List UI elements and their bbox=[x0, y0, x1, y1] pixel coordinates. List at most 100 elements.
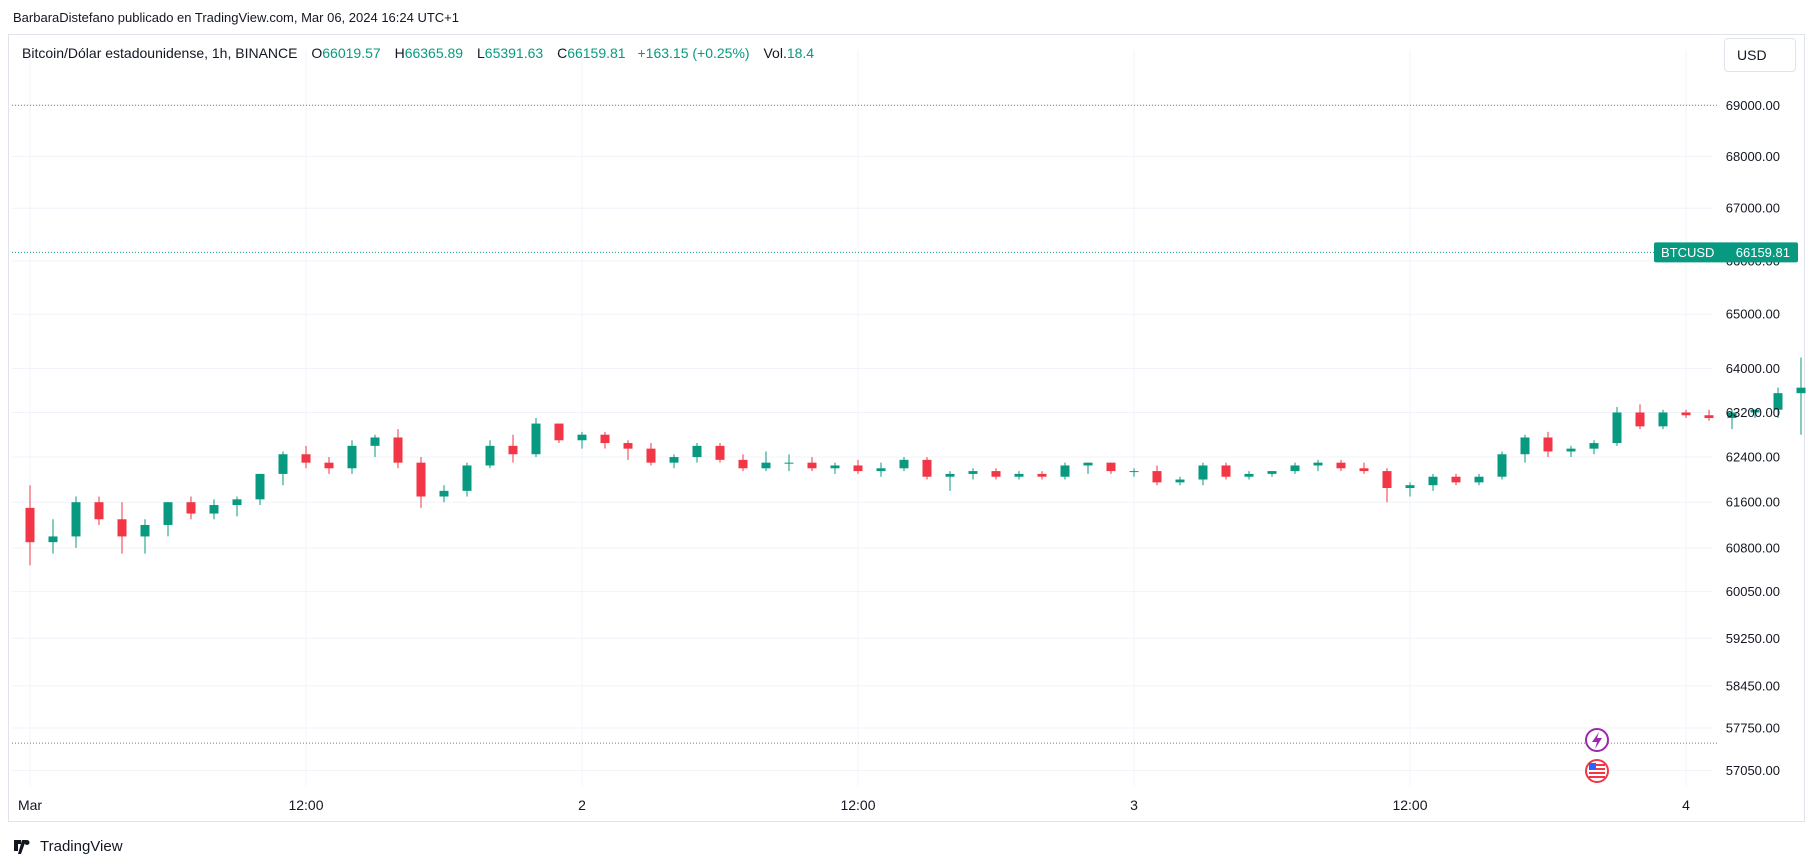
candle[interactable] bbox=[94, 496, 104, 525]
candle[interactable] bbox=[1543, 431, 1553, 458]
candle-body bbox=[1290, 465, 1300, 472]
candle[interactable] bbox=[899, 457, 909, 472]
candle[interactable] bbox=[278, 451, 288, 486]
candle[interactable] bbox=[531, 418, 541, 458]
candle[interactable] bbox=[876, 462, 886, 477]
candle[interactable] bbox=[48, 519, 58, 554]
footer-brand[interactable]: TradingView bbox=[12, 838, 123, 855]
candle[interactable] bbox=[853, 459, 863, 474]
candle[interactable] bbox=[439, 485, 449, 503]
candle[interactable] bbox=[623, 440, 633, 460]
candle[interactable] bbox=[1612, 406, 1622, 446]
candle[interactable] bbox=[1520, 434, 1530, 463]
candle[interactable] bbox=[347, 440, 357, 474]
candle-body bbox=[232, 499, 242, 506]
candle[interactable] bbox=[1198, 462, 1208, 486]
candle[interactable] bbox=[1175, 476, 1185, 486]
candle[interactable] bbox=[1313, 459, 1323, 472]
candle[interactable] bbox=[784, 454, 794, 472]
candle[interactable] bbox=[830, 462, 840, 474]
candle[interactable] bbox=[1336, 459, 1346, 472]
candle[interactable] bbox=[1060, 462, 1070, 480]
candle-body bbox=[255, 473, 265, 500]
candle[interactable] bbox=[1083, 462, 1093, 474]
price-tag-group: BTCUSD 66159.81 bbox=[1654, 242, 1798, 263]
candle[interactable] bbox=[324, 457, 334, 474]
candle[interactable] bbox=[1129, 468, 1139, 477]
candle[interactable] bbox=[1773, 387, 1783, 419]
candle-body bbox=[1336, 462, 1346, 469]
x-tick-label: Mar bbox=[18, 797, 42, 813]
candle-body bbox=[1681, 412, 1691, 416]
candle[interactable] bbox=[163, 502, 173, 537]
candle[interactable] bbox=[1244, 471, 1254, 480]
candle[interactable] bbox=[508, 434, 518, 463]
candle[interactable] bbox=[1428, 473, 1438, 491]
candle[interactable] bbox=[1796, 357, 1806, 435]
us-flag-event-icon[interactable] bbox=[1585, 759, 1609, 783]
candle[interactable] bbox=[1589, 440, 1599, 455]
legend-vol-label: Vol. bbox=[763, 45, 787, 61]
candle[interactable] bbox=[577, 431, 587, 449]
candle[interactable] bbox=[554, 423, 564, 444]
candle[interactable] bbox=[1635, 404, 1645, 430]
candle[interactable] bbox=[25, 485, 35, 566]
candle[interactable] bbox=[370, 434, 380, 458]
candle-body bbox=[1451, 476, 1461, 483]
candle[interactable] bbox=[301, 445, 311, 469]
candle-body bbox=[784, 462, 794, 464]
candle[interactable] bbox=[255, 473, 265, 506]
candle[interactable] bbox=[1405, 482, 1415, 497]
candle[interactable] bbox=[1750, 409, 1760, 419]
candle[interactable] bbox=[761, 451, 771, 472]
candle-body bbox=[416, 462, 426, 497]
event-icons bbox=[1585, 728, 1609, 783]
candle[interactable] bbox=[669, 454, 679, 469]
candle[interactable] bbox=[462, 462, 472, 497]
candle[interactable] bbox=[1152, 465, 1162, 486]
candle-body bbox=[715, 445, 725, 460]
candle[interactable] bbox=[738, 454, 748, 472]
price-tag[interactable] bbox=[1654, 242, 1798, 263]
candle[interactable] bbox=[186, 496, 196, 520]
candle[interactable] bbox=[1704, 409, 1714, 421]
candle[interactable] bbox=[1290, 462, 1300, 474]
candle[interactable] bbox=[991, 468, 1001, 480]
candle[interactable] bbox=[209, 499, 219, 520]
candle[interactable] bbox=[140, 519, 150, 554]
candle[interactable] bbox=[416, 457, 426, 508]
currency-button[interactable]: USD bbox=[1724, 38, 1796, 72]
candle[interactable] bbox=[1681, 409, 1691, 419]
lightning-event-icon[interactable] bbox=[1585, 728, 1609, 752]
candle[interactable] bbox=[1267, 471, 1277, 477]
candle[interactable] bbox=[1727, 409, 1737, 430]
candle[interactable] bbox=[600, 431, 610, 449]
candle[interactable] bbox=[1658, 409, 1668, 430]
candle-body bbox=[186, 502, 196, 514]
candle[interactable] bbox=[485, 440, 495, 469]
candle[interactable] bbox=[71, 496, 81, 548]
candle[interactable] bbox=[1497, 451, 1507, 480]
candle[interactable] bbox=[1014, 471, 1024, 480]
candle[interactable] bbox=[1474, 473, 1484, 486]
candle[interactable] bbox=[117, 502, 127, 554]
candle[interactable] bbox=[715, 443, 725, 463]
candle[interactable] bbox=[1359, 462, 1369, 474]
candle[interactable] bbox=[692, 443, 702, 463]
tradingview-logo-icon bbox=[14, 839, 30, 854]
candle[interactable] bbox=[922, 457, 932, 480]
candle-body bbox=[301, 454, 311, 463]
candle[interactable] bbox=[807, 457, 817, 472]
candle[interactable] bbox=[1221, 462, 1231, 480]
candle[interactable] bbox=[968, 468, 978, 480]
candle[interactable] bbox=[1451, 473, 1461, 486]
candle[interactable] bbox=[393, 429, 403, 469]
candle[interactable] bbox=[1382, 468, 1392, 503]
candle[interactable] bbox=[1037, 471, 1047, 480]
candle[interactable] bbox=[232, 496, 242, 517]
candle[interactable] bbox=[1566, 445, 1576, 458]
candle[interactable] bbox=[945, 471, 955, 491]
candle[interactable] bbox=[646, 443, 656, 466]
candle[interactable] bbox=[1106, 462, 1116, 474]
